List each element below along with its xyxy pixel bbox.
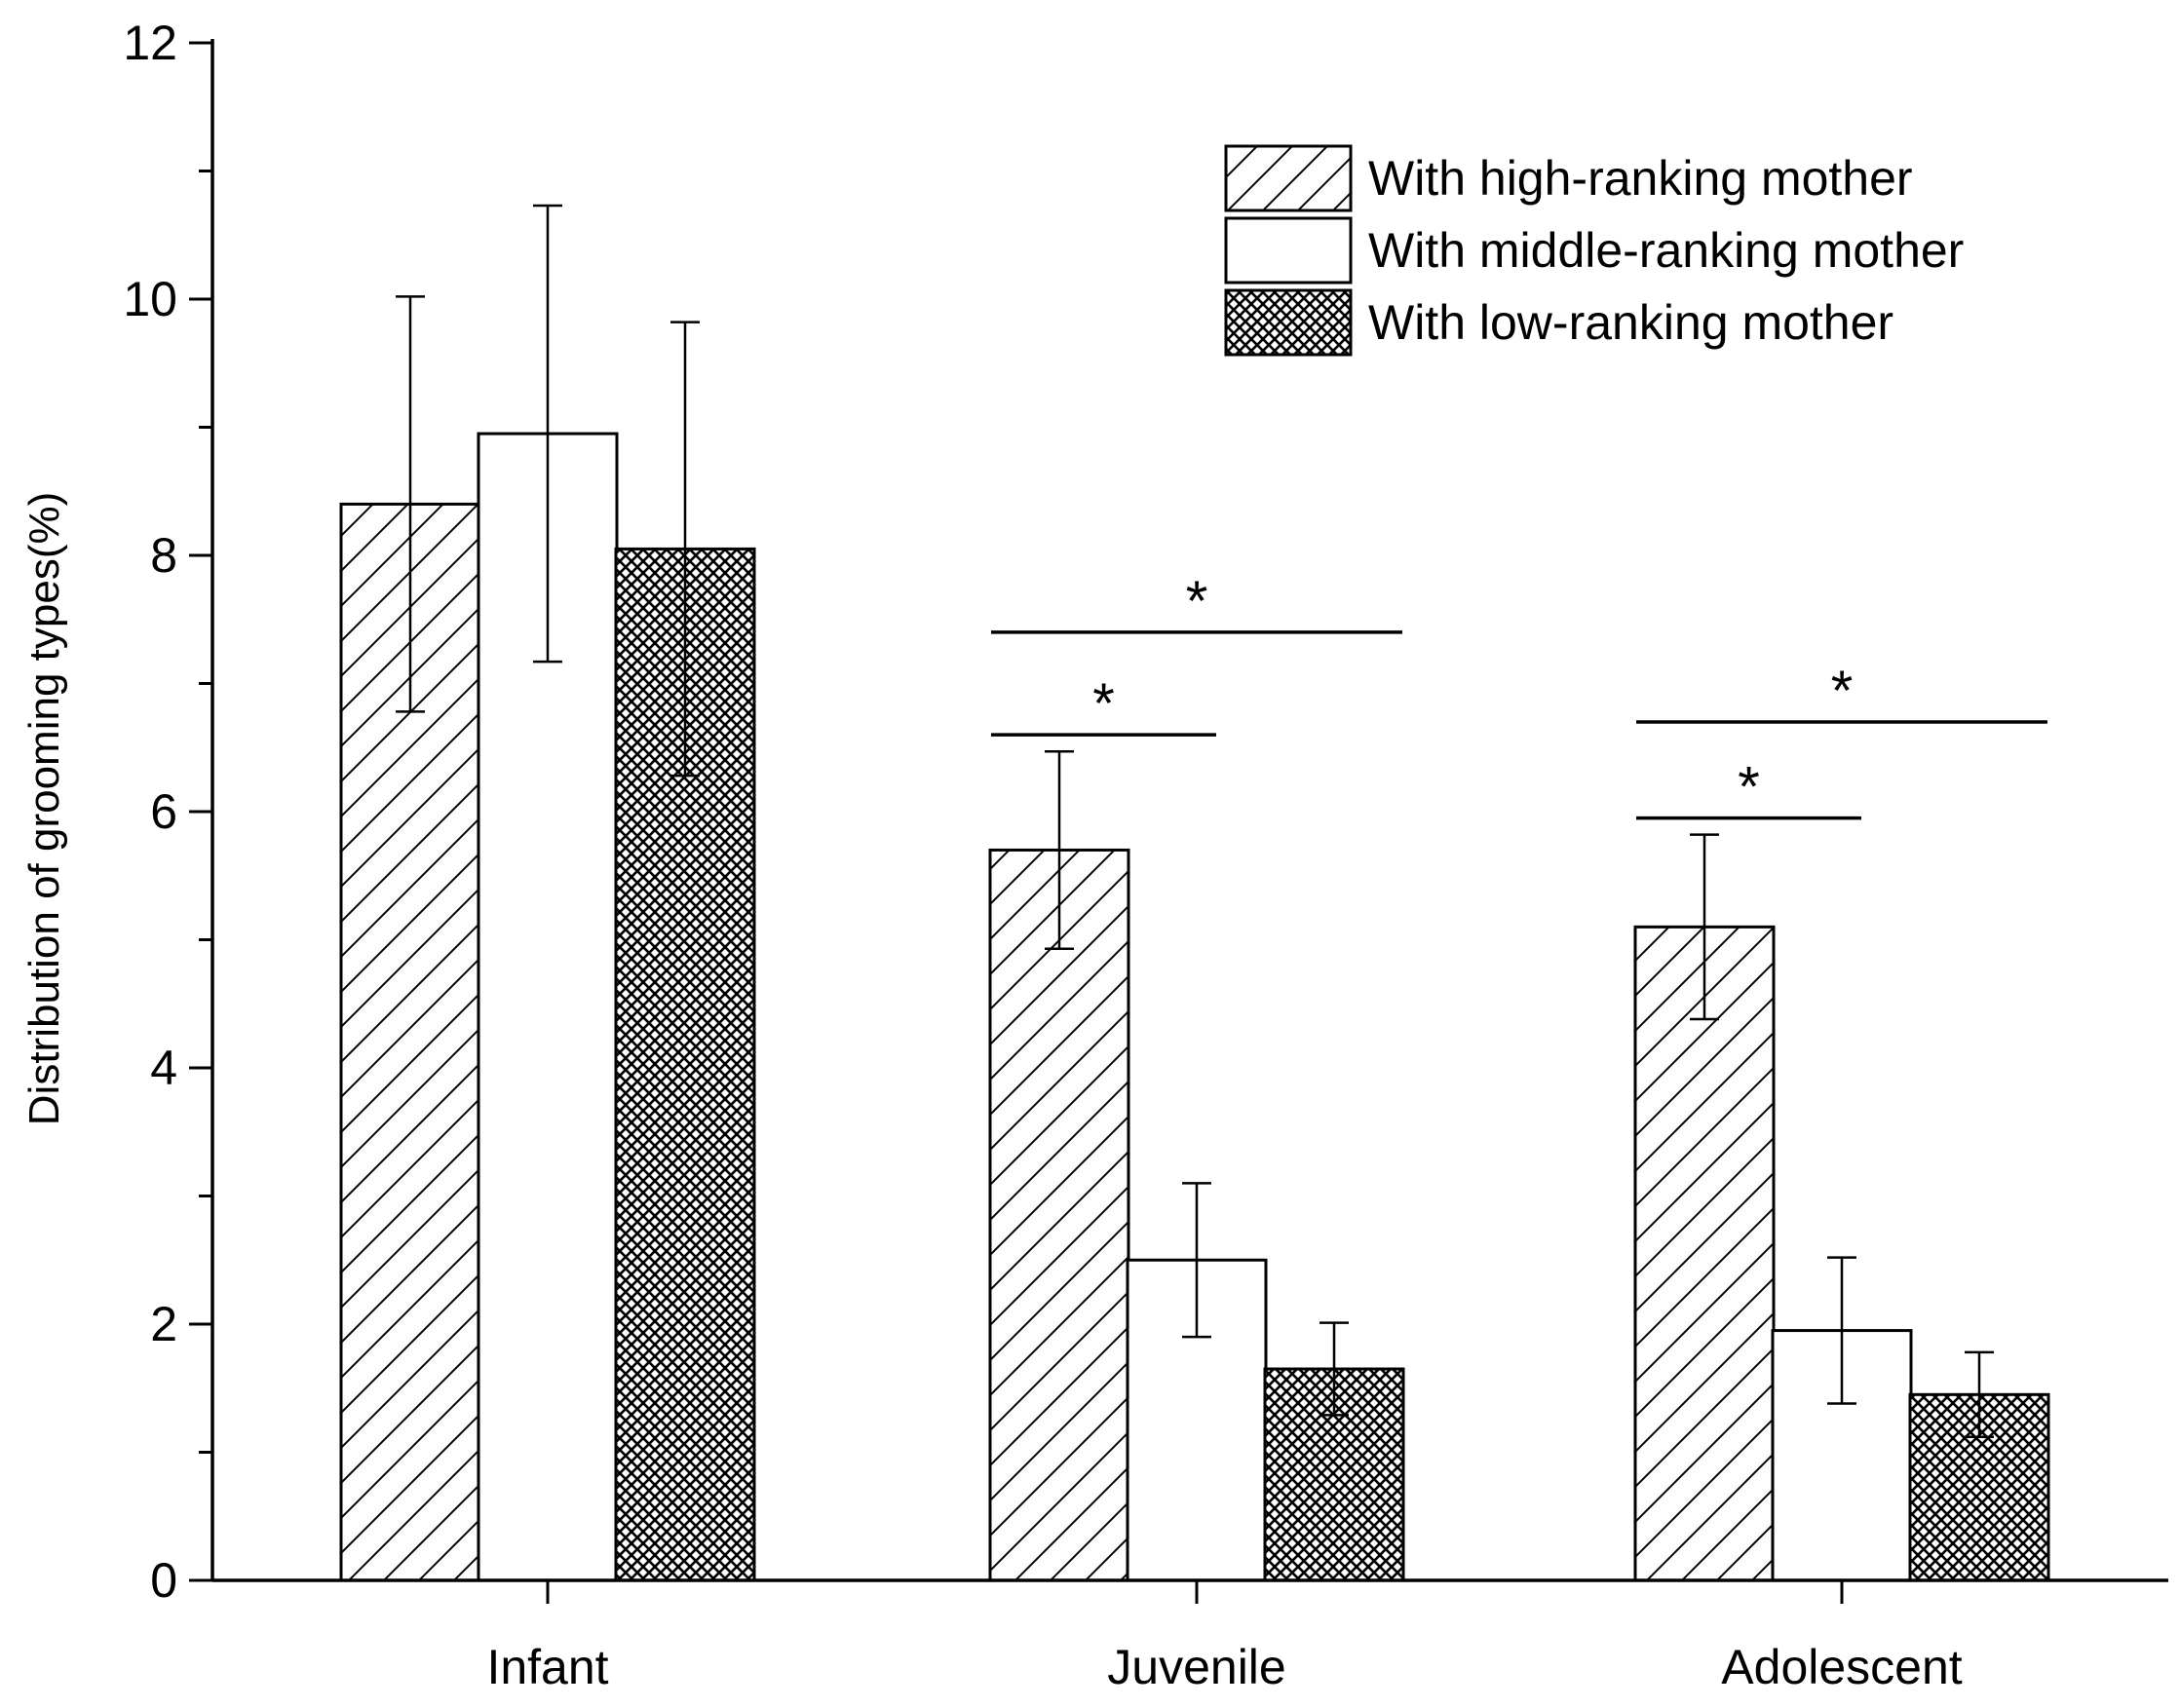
error-bar-infant-middle bbox=[533, 204, 562, 664]
significance-marker-juvenile-0: * bbox=[991, 570, 1402, 634]
error-bar-adolescent-high bbox=[1690, 833, 1719, 1021]
error-bar-juvenile-low bbox=[1319, 1321, 1349, 1417]
x-tick-labels: Infant Juvenile Adolescent bbox=[486, 1640, 1962, 1694]
legend-label-middle: With middle-ranking mother bbox=[1368, 223, 1964, 278]
error-bar-juvenile-high bbox=[1045, 749, 1074, 950]
error-bar-infant-high bbox=[396, 295, 425, 713]
axes: 0 2 4 6 8 10 12 bbox=[123, 16, 2168, 1608]
y-axis-title: Distribution of grooming types(%) bbox=[20, 492, 68, 1125]
legend-label-low: With low-ranking mother bbox=[1368, 295, 1893, 350]
legend-swatch-low bbox=[1224, 288, 1353, 357]
x-tick-label-juvenile: Juvenile bbox=[1107, 1640, 1285, 1694]
significance-marker-juvenile-1: * bbox=[991, 672, 1216, 737]
chart-marks: * * * * bbox=[339, 204, 2050, 1582]
legend-label-high: With high-ranking mother bbox=[1368, 151, 1913, 206]
error-bar-adolescent-low bbox=[1965, 1350, 1994, 1438]
legend: With high-ranking mother With middle-ran… bbox=[1224, 144, 1964, 357]
y-tick-label-4: 4 bbox=[150, 1041, 177, 1095]
significance-star: * bbox=[1831, 660, 1854, 723]
significance-marker-adolescent-2: * bbox=[1636, 660, 2047, 724]
significance-marker-adolescent-3: * bbox=[1636, 756, 1861, 820]
y-tick-label-2: 2 bbox=[150, 1297, 177, 1351]
bar-juvenile-high bbox=[988, 848, 1130, 1582]
error-bar-adolescent-middle bbox=[1827, 1256, 1856, 1405]
y-tick-label-6: 6 bbox=[150, 784, 177, 839]
bar-adolescent-high bbox=[1633, 925, 1776, 1582]
legend-swatch-middle bbox=[1224, 216, 1353, 285]
y-tick-label-12: 12 bbox=[123, 16, 177, 70]
x-tick-label-adolescent: Adolescent bbox=[1721, 1640, 1962, 1694]
error-bar-juvenile-middle bbox=[1182, 1182, 1211, 1339]
significance-star: * bbox=[1092, 672, 1115, 736]
significance-star: * bbox=[1186, 570, 1208, 633]
y-tick-label-0: 0 bbox=[150, 1553, 177, 1608]
y-tick-label-10: 10 bbox=[123, 272, 177, 326]
y-tick-label-8: 8 bbox=[150, 528, 177, 583]
significance-star: * bbox=[1738, 756, 1760, 819]
x-tick-label-infant: Infant bbox=[486, 1640, 608, 1694]
error-bar-infant-low bbox=[670, 321, 700, 778]
legend-swatch-high bbox=[1224, 144, 1353, 212]
